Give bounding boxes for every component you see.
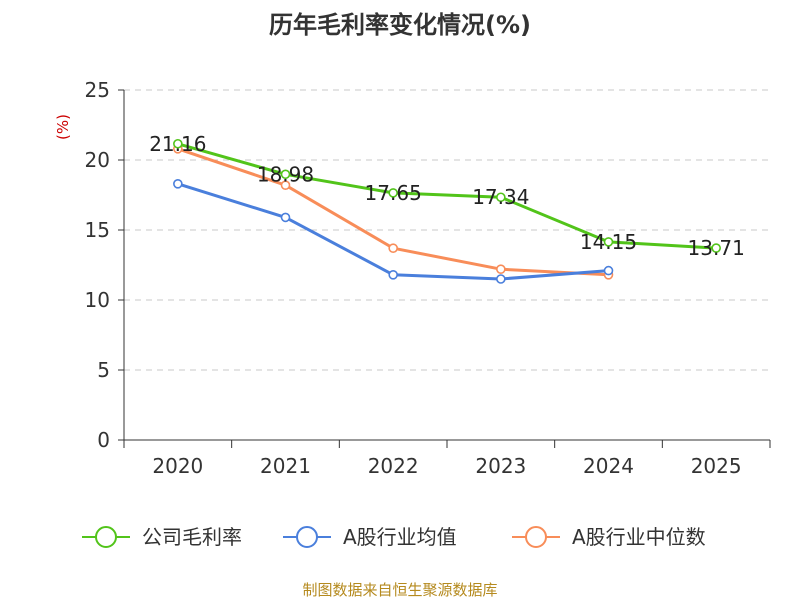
data-label: 13.71 xyxy=(688,236,745,260)
data-point xyxy=(173,179,183,189)
x-tick-label: 2021 xyxy=(260,454,311,478)
data-point xyxy=(603,265,614,276)
series-line-2 xyxy=(177,147,609,277)
y-tick-label: 5 xyxy=(97,358,110,382)
legend-item-1[interactable]: A股行业均值 xyxy=(283,525,457,549)
legend-swatch-marker xyxy=(525,526,547,548)
x-tick-label: 2020 xyxy=(152,454,203,478)
legend: 公司毛利率 A股行业均值 A股行业中位数 xyxy=(82,525,706,549)
data-point xyxy=(496,264,506,275)
x-tick-label: 2022 xyxy=(368,454,419,478)
data-labels: 21.16 18.98 17.65 17.34 14.15 13.71 xyxy=(149,132,745,260)
legend-swatch-marker xyxy=(95,526,117,548)
data-point xyxy=(388,188,398,198)
legend-label: 公司毛利率 xyxy=(142,525,242,549)
data-point xyxy=(280,212,291,223)
data-point xyxy=(711,243,721,253)
series-lines xyxy=(173,138,721,284)
data-label: 17.34 xyxy=(472,185,529,209)
data-point xyxy=(280,180,291,190)
chart-title: 历年毛利率变化情况(%) xyxy=(269,11,531,39)
data-point xyxy=(173,138,183,149)
data-point xyxy=(388,243,398,253)
y-tick-label: 10 xyxy=(85,288,110,312)
data-label: 18.98 xyxy=(257,162,314,186)
x-tick-label: 2024 xyxy=(583,454,634,478)
y-tick-label: 15 xyxy=(85,218,110,242)
x-tick-label: 2023 xyxy=(475,454,526,478)
data-point xyxy=(496,274,506,284)
data-label: 14.15 xyxy=(580,230,637,254)
data-point xyxy=(388,269,398,280)
data-point xyxy=(280,169,291,180)
legend-item-2[interactable]: A股行业中位数 xyxy=(512,525,706,549)
legend-label: A股行业中位数 xyxy=(572,525,706,549)
data-point xyxy=(603,237,614,247)
y-axis-label: (%) xyxy=(54,114,72,140)
data-point xyxy=(496,192,506,203)
y-tick-label: 20 xyxy=(85,148,110,172)
legend-label: A股行业均值 xyxy=(343,525,457,549)
legend-swatch-marker xyxy=(296,526,318,548)
data-label: 17.65 xyxy=(365,181,422,205)
y-tick-label: 25 xyxy=(85,78,110,102)
data-label: 21.16 xyxy=(149,132,206,156)
grid xyxy=(124,89,770,371)
y-tick-label: 0 xyxy=(97,428,110,452)
source-note: 制图数据来自恒生聚源数据库 xyxy=(302,581,497,599)
x-tick-label: 2025 xyxy=(691,454,742,478)
legend-item-0[interactable]: 公司毛利率 xyxy=(82,525,242,549)
series-line-0 xyxy=(177,142,717,250)
